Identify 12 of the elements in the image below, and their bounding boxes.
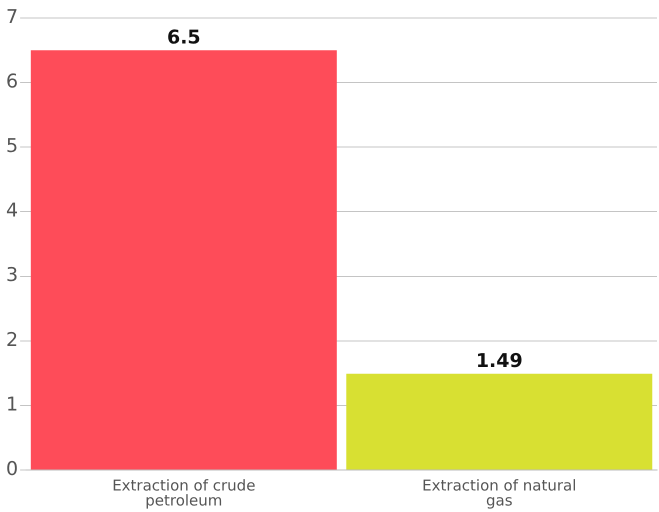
y-tick-label: 1 (6, 393, 18, 416)
x-tick-label: Extraction of natural gas (422, 476, 576, 510)
y-tick-label: 0 (6, 458, 18, 480)
y-tick-label: 5 (6, 135, 18, 158)
y-tick-label: 6 (6, 70, 18, 93)
y-tick-label: 3 (6, 264, 18, 286)
data-label: 1.49 (476, 350, 523, 372)
x-tick-label: Extraction of crude petroleum (112, 476, 256, 510)
y-tick-label: 4 (6, 200, 18, 222)
y-tick-label: 7 (6, 6, 18, 28)
data-label: 6.5 (166, 26, 201, 49)
y-tick-label: 2 (6, 328, 18, 351)
